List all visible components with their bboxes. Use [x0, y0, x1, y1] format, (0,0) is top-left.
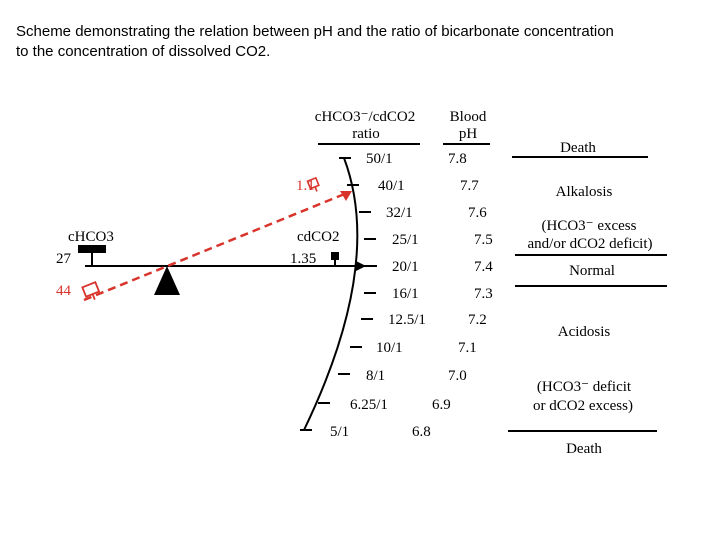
state-death-bottom: Death: [566, 441, 602, 457]
ph-label: 7.4: [474, 259, 493, 275]
tilted-beam-arrowhead: [340, 191, 352, 201]
caption-line-1: Scheme demonstrating the relation betwee…: [16, 23, 614, 40]
ph-labels: 7.8 7.7 7.6 7.5 7.4 7.3 7.2 7.1 7.0 6.9 …: [412, 151, 493, 440]
ph-label: 7.5: [474, 232, 493, 248]
ratio-header-sub: ratio: [352, 126, 380, 142]
ratio-label: 20/1: [392, 259, 419, 275]
ratio-labels: 50/1 40/1 32/1 25/1 20/1 16/1 12.5/1 10/…: [330, 151, 426, 440]
ph-label: 7.8: [448, 151, 467, 167]
ph-label: 7.2: [468, 312, 487, 328]
ratio-label: 8/1: [366, 368, 385, 384]
ph-label: 6.8: [412, 424, 431, 440]
ph-label: 7.0: [448, 368, 467, 384]
right-weight-value: 1.35: [290, 251, 316, 267]
state-column: Death Alkalosis (HCO3⁻ excess and/or dCO…: [508, 140, 667, 457]
ph-label: 7.6: [468, 205, 487, 221]
tilted-left-value: 44: [56, 283, 72, 299]
right-weight-label: cdCO2: [297, 229, 340, 245]
left-weight-value: 27: [56, 251, 72, 267]
caption-line-2: to the concentration of dissolved CO2.: [16, 43, 271, 60]
acidosis-cause-1: (HCO3⁻ deficit: [537, 379, 632, 395]
ratio-label: 16/1: [392, 286, 419, 302]
balance-tilted: 44 1.1: [56, 176, 352, 302]
ratio-label: 40/1: [378, 178, 405, 194]
balance-normal: cHCO3 27 cdCO2 1.35: [56, 229, 366, 295]
left-weight-label: cHCO3: [68, 229, 114, 245]
ratio-label: 6.25/1: [350, 397, 388, 413]
ph-label: 7.3: [474, 286, 493, 302]
ph-header: Blood: [450, 109, 487, 125]
ratio-label: 12.5/1: [388, 312, 426, 328]
state-alkalosis: Alkalosis: [556, 184, 613, 200]
ratio-scale-curve: [303, 157, 359, 431]
state-normal: Normal: [569, 263, 615, 279]
alkalosis-cause-2: and/or dCO2 deficit): [528, 236, 653, 252]
acidosis-cause-2: or dCO2 excess): [533, 398, 633, 414]
ratio-label: 50/1: [366, 151, 393, 167]
left-weight: [78, 245, 106, 253]
beam-arrowhead: [356, 261, 366, 271]
ph-label: 7.1: [458, 340, 477, 356]
ratio-label: 32/1: [386, 205, 413, 221]
tilted-left-weight: [81, 281, 101, 300]
ratio-label: 10/1: [376, 340, 403, 356]
tilted-right-weight: [306, 176, 320, 192]
right-weight: [331, 252, 339, 260]
ph-label: 7.7: [460, 178, 479, 194]
ratio-header: cHCO3⁻/cdCO2: [315, 109, 415, 125]
state-death-top: Death: [560, 140, 596, 156]
ratio-label: 5/1: [330, 424, 349, 440]
ratio-ticks: [300, 157, 377, 431]
ph-header-sub: pH: [459, 126, 478, 142]
figure-caption: Scheme demonstrating the relation betwee…: [16, 22, 706, 62]
tilted-right-value: 1.1: [296, 178, 315, 194]
tilted-beam: [83, 191, 348, 302]
ph-label: 6.9: [432, 397, 451, 413]
state-acidosis: Acidosis: [558, 324, 611, 340]
alkalosis-cause-1: (HCO3⁻ excess: [542, 218, 637, 234]
ratio-label: 25/1: [392, 232, 419, 248]
fulcrum-triangle: [154, 266, 180, 295]
